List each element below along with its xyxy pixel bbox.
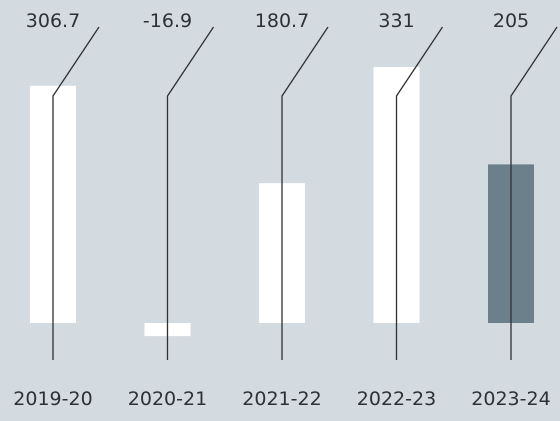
value-label-2021-22: 180.7 — [255, 10, 309, 32]
leader-line-2023-24 — [510, 26, 558, 360]
value-label-2022-23: 331 — [378, 10, 414, 32]
leader-line-2021-22 — [281, 26, 329, 360]
leader-lines-layer — [52, 26, 558, 360]
value-label-2019-20: 306.7 — [26, 10, 80, 32]
category-label-2020-21: 2020-21 — [128, 388, 207, 410]
value-label-2020-21: -16.9 — [143, 10, 192, 32]
category-label-2023-24: 2023-24 — [471, 388, 550, 410]
labels-layer: 306.7 2019-20 -16.9 2020-21 180.7 2021-22 331 2… — [13, 10, 550, 410]
leader-line-2022-23 — [395, 26, 444, 360]
category-label-2021-22: 2021-22 — [242, 388, 321, 410]
category-label-2019-20: 2019-20 — [13, 388, 92, 410]
leader-line-2019-20 — [52, 26, 100, 360]
category-label-2022-23: 2022-23 — [357, 388, 436, 410]
leader-line-2020-21 — [166, 26, 215, 360]
value-label-2023-24: 205 — [493, 10, 529, 32]
